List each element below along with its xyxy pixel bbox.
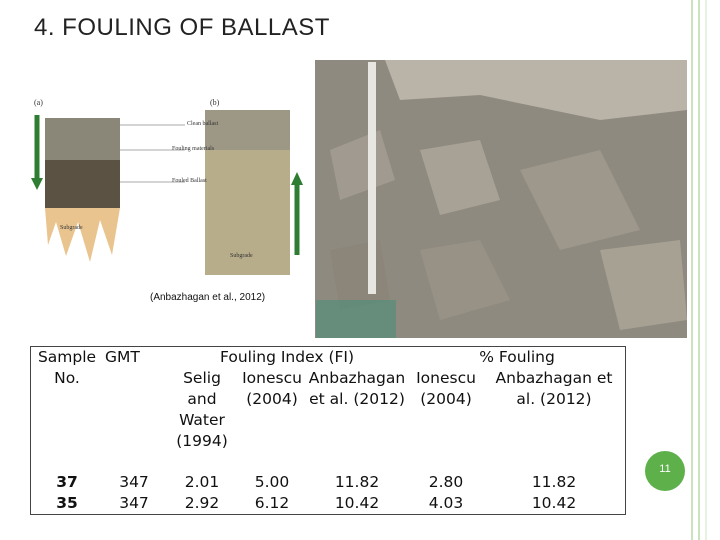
column-header: Ionescu (2004) <box>242 369 302 408</box>
table-row: 35 347 2.92 6.12 10.42 4.03 10.42 <box>31 493 626 515</box>
table-cell: 11.82 <box>334 473 380 491</box>
table-row: 37 347 2.01 5.00 11.82 2.80 11.82 <box>31 466 626 493</box>
table-cell: 347 <box>119 473 149 491</box>
figure-label: Clean ballast <box>187 121 219 127</box>
column-header: Sample No. <box>37 348 97 387</box>
column-header: Ionescu (2004) <box>416 369 476 408</box>
table-cell: 5.00 <box>254 473 290 491</box>
group-header: % Fouling <box>479 348 555 366</box>
table-cell: 37 <box>56 473 78 491</box>
page-number: 11 <box>659 463 671 475</box>
figure-label: Fouled Ballast <box>172 178 207 184</box>
figure-label: Fouling materials <box>172 146 215 152</box>
table-cell: 10.42 <box>531 494 577 512</box>
column-header: Anbazhagan et al. (2012) <box>308 369 406 408</box>
slide-title: 4. FOULING OF BALLAST <box>34 14 330 41</box>
group-header: Fouling Index (FI) <box>219 348 355 366</box>
column-header: Selig and Water (1994) <box>176 369 228 450</box>
table-cell: 10.42 <box>334 494 380 512</box>
panel-label: (b) <box>210 98 220 107</box>
table-cell: 35 <box>56 494 78 512</box>
data-table: Sample No. GMT Fouling Index (FI) % Foul… <box>30 346 626 515</box>
column-header: Anbazhagan et al. (2012) <box>495 369 613 408</box>
figure-label: Subgrade <box>60 225 83 231</box>
table-cell: 2.80 <box>428 473 464 491</box>
table-cell: 347 <box>119 494 149 512</box>
column-header: GMT <box>105 348 140 366</box>
table-cell: 4.03 <box>428 494 464 512</box>
table-cell: 2.01 <box>184 473 220 491</box>
figure-caption: (Anbazhagan et al., 2012) <box>150 292 266 303</box>
table-cell: 6.12 <box>254 494 290 512</box>
table-cell: 2.92 <box>184 494 220 512</box>
table-cell: 11.82 <box>531 473 577 491</box>
figure-label: Subgrade <box>230 253 253 259</box>
panel-label: (a) <box>34 98 43 107</box>
